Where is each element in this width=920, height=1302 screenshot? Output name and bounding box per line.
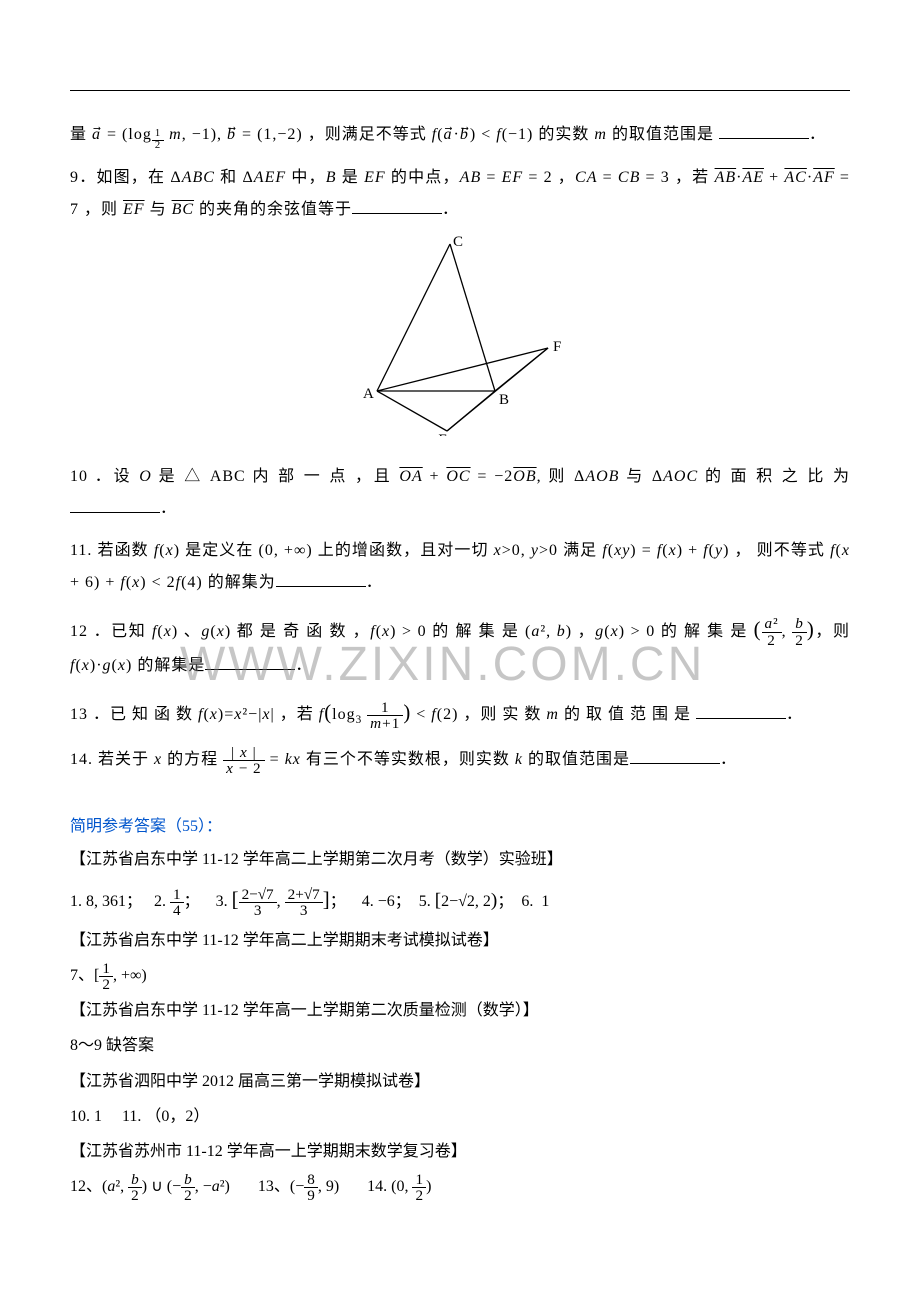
problem-12: 12 ．已知 f(x) 、g(x) 都 是 奇 函 数 ，f(x) > 0 的 … — [70, 609, 850, 683]
triangle-diagram-svg: A B C E F — [355, 236, 565, 436]
answer-blank — [276, 570, 366, 587]
problem-8-partial: 量 a⃗ = (log12 m, −1), b⃗ = (1,−2) ，则满足不等… — [70, 119, 850, 152]
problem-13: 13 ．已 知 函 数 f(x)=x²−|x| ，若 f(log3 1m+1) … — [70, 692, 850, 734]
source-line: 【江苏省泗阳中学 2012 届高三第一学期模拟试卷】 — [70, 1064, 850, 1099]
answer-blank — [719, 122, 809, 139]
source-line: 【江苏省启东中学 11-12 学年高二上学期第二次月考（数学）实验班】 — [70, 842, 850, 877]
problem-11: 11. 若函数 f(x) 是定义在 (0, +∞) 上的增函数，且对一切 x>0… — [70, 535, 850, 599]
answer-blank — [70, 496, 160, 513]
answers-title: 简明参考答案（55）： — [70, 812, 850, 836]
source-line: 【江苏省苏州市 11-12 学年高一上学期期末数学复习卷】 — [70, 1134, 850, 1169]
svg-text:E: E — [438, 432, 447, 436]
source-line: 【江苏省启东中学 11-12 学年高一上学期第二次质量检测（数学）】 — [70, 993, 850, 1028]
problem-14: 14. 若关于 x 的方程 | x |x − 2 = kx 有三个不等实数根，则… — [70, 744, 850, 776]
svg-text:B: B — [499, 392, 509, 408]
problem-9: 9．如图，在 ΔABC 和 ΔAEF 中，B 是 EF 的中点，AB = EF … — [70, 162, 850, 226]
answers-row-12-14: 12、(a², b2) ∪ (−b2, −a²) 13、(−89, 9) 14.… — [70, 1169, 850, 1204]
svg-text:C: C — [453, 236, 463, 250]
answer-11: 11. （0，2） — [122, 1108, 209, 1125]
top-rule — [70, 90, 850, 91]
answer-10: 10. 1 — [70, 1108, 102, 1125]
geometry-figure: A B C E F — [70, 236, 850, 441]
answers-row-1: 1. 8, 361； 2. 14； 3. [2−√73, 2+√73]； 4. … — [70, 877, 850, 923]
answer-blank — [352, 197, 442, 214]
source-line: 【江苏省启东中学 11-12 学年高二上学期期末考试模拟试卷】 — [70, 923, 850, 958]
answer-blank — [205, 653, 295, 670]
answer-7: 7、[12, +∞) — [70, 958, 850, 993]
problem-10: 10 ．设 O 是 △ ABC 内 部 一 点 ，且 OA + OC = −2O… — [70, 461, 850, 525]
answer-1: 1. 8, 361； — [70, 893, 142, 910]
answer-8-9: 8～9 缺答案 — [70, 1028, 850, 1063]
answer-blank — [630, 747, 720, 764]
answers-row-10-11: 10. 1 11. （0，2） — [70, 1099, 850, 1134]
svg-text:F: F — [553, 339, 561, 355]
svg-text:A: A — [363, 386, 374, 402]
answers-section: 简明参考答案（55）： 【江苏省启东中学 11-12 学年高二上学期第二次月考（… — [70, 812, 850, 1204]
answer-blank — [696, 702, 786, 719]
